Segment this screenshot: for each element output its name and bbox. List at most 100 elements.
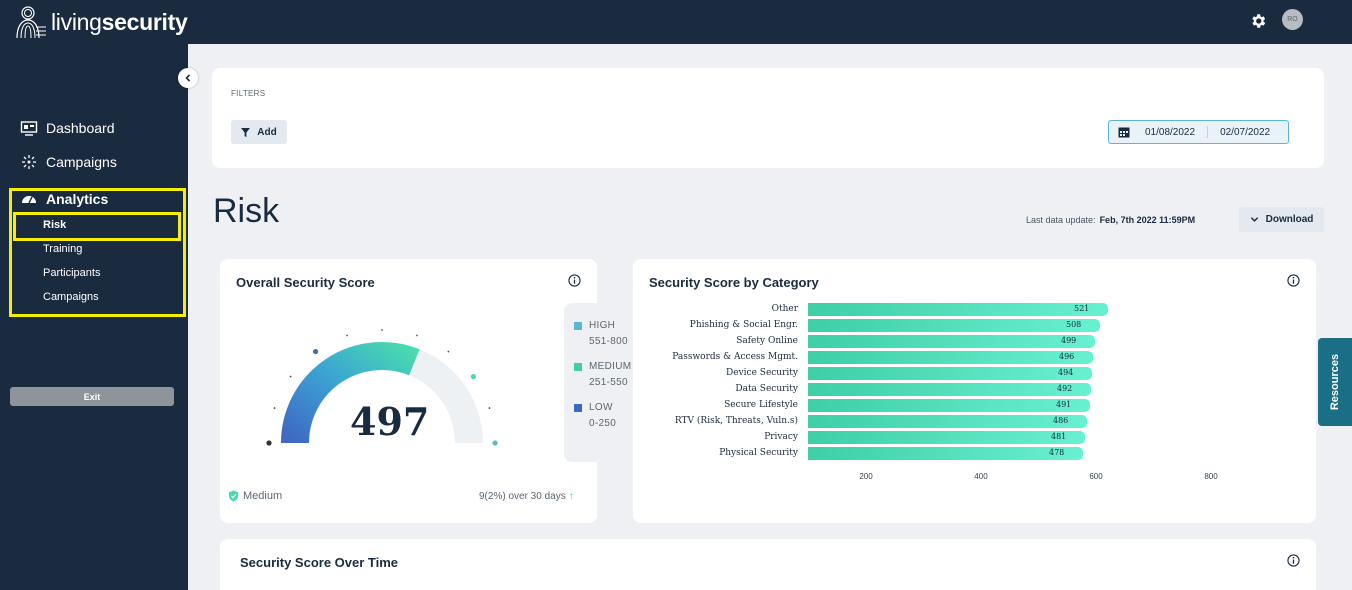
info-icon[interactable] xyxy=(568,274,581,287)
bar[interactable] xyxy=(808,335,1095,348)
sidebar-subitem-campaigns[interactable]: Campaigns xyxy=(43,291,99,303)
gauge-tick xyxy=(416,334,418,337)
last-data-update: Last data update: Feb, 7th 2022 11:59PM xyxy=(1026,215,1195,225)
exit-button[interactable]: Exit xyxy=(10,387,174,406)
avatar[interactable]: RO xyxy=(1282,9,1303,30)
bar[interactable] xyxy=(808,399,1090,412)
gauge-tick xyxy=(266,440,272,446)
sidebar-item-campaigns[interactable]: Campaigns xyxy=(20,153,117,171)
gauge-tick xyxy=(381,329,383,331)
bar-value-label: 499 xyxy=(1061,336,1077,345)
legend-swatch xyxy=(574,363,582,371)
legend-name: HIGH xyxy=(589,320,616,331)
gauge-tick xyxy=(312,348,319,355)
x-tick-label: 800 xyxy=(1204,472,1218,481)
info-icon[interactable] xyxy=(1287,274,1300,287)
gauge-tick xyxy=(289,375,292,378)
score-over-time-card: Security Score Over Time xyxy=(220,539,1316,590)
top-bar: livingsecurity RO xyxy=(0,0,1352,44)
gauge-tick xyxy=(488,407,491,409)
bar-value-label: 486 xyxy=(1053,416,1069,425)
resources-label: Resources xyxy=(1329,353,1341,411)
gauge-tick xyxy=(273,407,276,409)
gauge-tick xyxy=(346,334,348,337)
filter-icon xyxy=(241,127,251,137)
shield-check-icon xyxy=(228,490,239,502)
bar-label: Device Security xyxy=(726,368,798,378)
date-to: 02/07/2022 xyxy=(1220,126,1271,138)
highlight-box-analytics xyxy=(9,188,186,317)
bar-value-label: 478 xyxy=(1049,448,1065,457)
legend-name: LOW xyxy=(589,402,613,413)
page-title: Risk xyxy=(213,192,280,230)
add-filter-button[interactable]: Add xyxy=(231,120,287,144)
bar-value-label: 494 xyxy=(1058,368,1074,377)
date-range-picker[interactable]: 01/08/2022 02/07/2022 xyxy=(1108,120,1289,144)
bar-label: Privacy xyxy=(764,432,798,442)
score-value: 497 xyxy=(350,399,430,444)
last-update-value: Feb, 7th 2022 11:59PM xyxy=(1099,215,1196,225)
bar[interactable] xyxy=(808,447,1083,460)
legend-swatch xyxy=(574,404,582,412)
download-button[interactable]: Download xyxy=(1239,207,1324,232)
card-title: Security Score by Category xyxy=(649,275,819,290)
sidebar-item-label: Analytics xyxy=(46,191,109,207)
bar-label: Safety Online xyxy=(736,336,798,346)
legend-item-low: LOW 0-250 xyxy=(574,400,617,432)
sidebar-subitem-training[interactable]: Training xyxy=(43,243,83,255)
bar-label: Passwords & Access Mgmt. xyxy=(672,352,798,362)
date-separator xyxy=(1207,126,1209,138)
legend-swatch xyxy=(574,322,582,330)
x-tick-label: 600 xyxy=(1089,472,1103,481)
bar-value-label: 496 xyxy=(1059,352,1075,361)
sidebar: Dashboard Campaigns Analytics Risk Train… xyxy=(0,44,188,590)
bar-value-label: 521 xyxy=(1074,304,1090,313)
gear-icon[interactable] xyxy=(1249,12,1267,30)
score-trend: 9(2%) over 30 days ↑ xyxy=(479,491,574,502)
legend-item-medium: MEDIUM 251-550 xyxy=(574,359,632,391)
filters-panel: FILTERS Add 01/08/2022 02/07/2022 xyxy=(212,68,1324,168)
sidebar-subitem-participants[interactable]: Participants xyxy=(43,267,101,279)
bar[interactable] xyxy=(808,319,1100,332)
download-label: Download xyxy=(1265,214,1314,225)
calendar-icon xyxy=(1118,127,1130,138)
brand-name: livingsecurity xyxy=(51,8,188,35)
sidebar-item-analytics[interactable]: Analytics xyxy=(20,190,108,208)
bar[interactable] xyxy=(808,351,1093,364)
sidebar-item-dashboard[interactable]: Dashboard xyxy=(20,119,115,137)
overall-score-card: Overall Security Score 497 Medium 9(2%) … xyxy=(220,259,597,523)
sidebar-item-label: Dashboard xyxy=(46,120,115,136)
last-update-label: Last data update: xyxy=(1026,215,1096,225)
bar-label: Data Security xyxy=(735,384,798,394)
card-title: Overall Security Score xyxy=(236,275,375,290)
bar-label: Physical Security xyxy=(719,448,798,458)
bar[interactable] xyxy=(808,303,1108,316)
add-filter-label: Add xyxy=(257,126,277,138)
risk-level-label: Medium xyxy=(243,490,283,502)
bar[interactable] xyxy=(808,383,1091,396)
collapse-sidebar-button[interactable] xyxy=(178,68,198,88)
resources-tab[interactable]: Resources xyxy=(1318,338,1352,426)
sidebar-subitem-risk[interactable]: Risk xyxy=(43,219,67,231)
bar-value-label: 508 xyxy=(1066,320,1082,329)
gauge-icon xyxy=(22,196,36,204)
legend-range: 251-550 xyxy=(589,377,628,388)
filters-label: FILTERS xyxy=(231,89,266,98)
bar-label: Other xyxy=(771,304,798,314)
dashboard-icon xyxy=(20,121,38,136)
gauge-tick xyxy=(447,350,450,353)
highlight-box-risk xyxy=(13,212,181,241)
bar-value-label: 491 xyxy=(1056,400,1072,409)
legend-range: 0-250 xyxy=(589,418,617,429)
arrow-up-icon: ↑ xyxy=(568,491,574,502)
bar-label: RTV (Risk, Threats, Vuln.s) xyxy=(674,416,798,426)
legend-name: MEDIUM xyxy=(589,361,632,372)
bar[interactable] xyxy=(808,367,1092,380)
logo[interactable]: livingsecurity xyxy=(14,5,188,39)
info-icon[interactable] xyxy=(1287,554,1300,567)
bar[interactable] xyxy=(808,431,1085,444)
x-tick-label: 200 xyxy=(859,472,873,481)
bar-label: Phishing & Social Engr. xyxy=(689,320,798,330)
bar[interactable] xyxy=(808,415,1087,428)
gauge-tick xyxy=(470,373,477,380)
